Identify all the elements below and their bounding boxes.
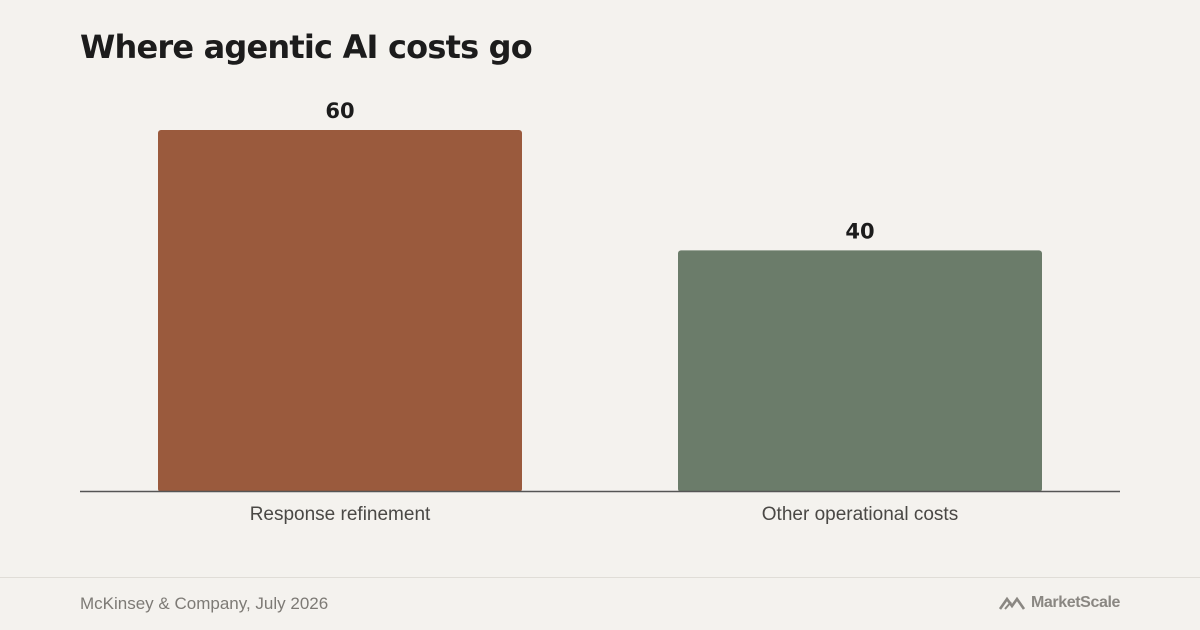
brand-name: MarketScale xyxy=(1031,594,1120,611)
source-note: McKinsey & Company, July 2026 xyxy=(80,594,329,613)
marketscale-logo-icon xyxy=(999,596,1026,610)
category-label-other-operational-costs: Other operational costs xyxy=(762,504,958,525)
bars-group: 60 Response refinement 40 Other operational… xyxy=(158,99,1042,525)
bar-chart: 60 Response refinement 40 Other operational… xyxy=(80,99,1120,525)
data-label-other-operational-costs: 40 xyxy=(845,219,874,243)
chart-title: Where agentic AI costs go xyxy=(80,28,533,66)
category-label-response-refinement: Response refinement xyxy=(250,504,431,525)
brand-logo: MarketScale xyxy=(999,594,1120,612)
data-label-response-refinement: 60 xyxy=(325,99,354,123)
footer-divider xyxy=(0,577,1200,578)
bar-other-operational-costs xyxy=(678,250,1042,492)
bar-response-refinement xyxy=(158,130,522,492)
